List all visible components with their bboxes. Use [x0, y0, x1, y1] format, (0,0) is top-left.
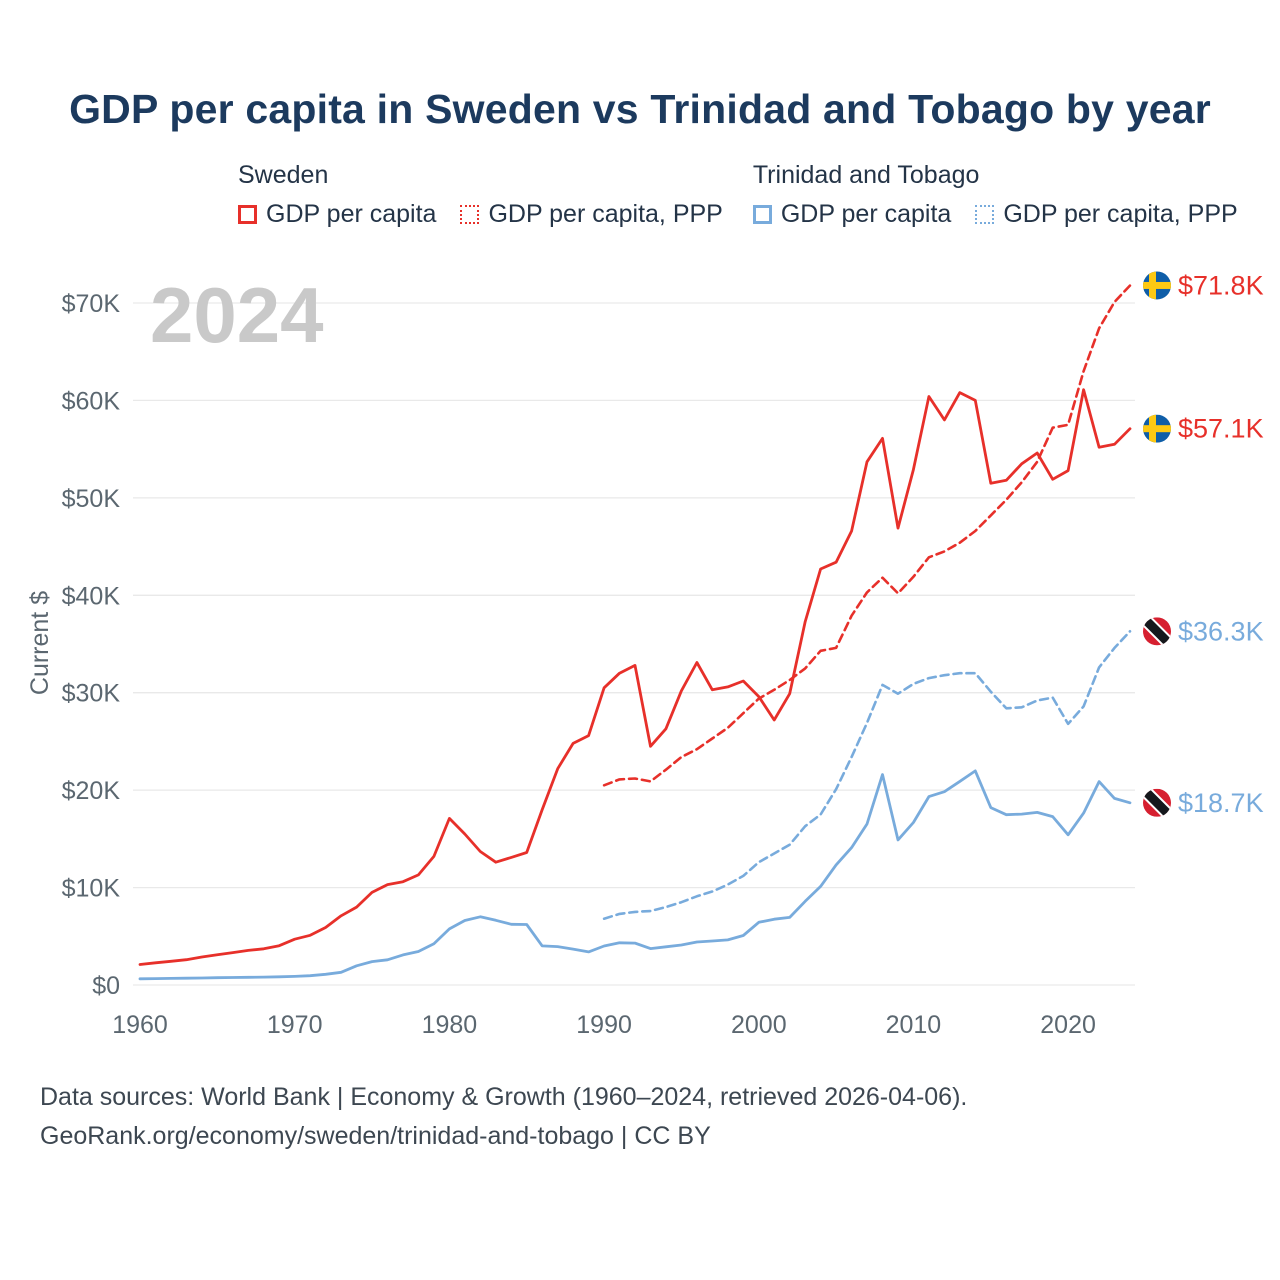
y-axis-label: Current $	[26, 591, 54, 695]
sweden-gdp-line	[138, 388, 1132, 966]
data-sources-text: Data sources: World Bank | Economy & Gro…	[40, 1083, 968, 1111]
x-tick-label: 2000	[731, 1011, 787, 1039]
x-tick-label: 1960	[112, 1011, 168, 1039]
sweden-gdp-solid-swatch-icon	[238, 205, 257, 224]
legend-label: GDP per capita	[780, 200, 952, 228]
sweden-gdp-end-label: $57.1K	[1178, 414, 1264, 444]
footer: Data sources: World Bank | Economy & Gro…	[0, 1078, 1280, 1156]
trinidad-tobago-gdp-ppp-end-label: $36.3K	[1178, 616, 1264, 646]
y-tick-label: $40K	[62, 582, 121, 610]
legend-label: GDP per capita	[266, 200, 437, 228]
x-tick-label: 2010	[886, 1011, 942, 1039]
y-tick-label: $20K	[62, 777, 121, 805]
y-tick-label: $50K	[62, 485, 121, 513]
gdp-line-chart: $0 $10K $20K $30K $40K $50K $60K $70K 2024 1960 19…	[26, 270, 1264, 1039]
legend-group-title-sweden: Sweden	[238, 161, 329, 189]
sweden-gdp-ppp-end-label: $71.8K	[1178, 270, 1264, 300]
legend-item-trinidad-tobago-gdp: GDP per capita	[752, 200, 952, 229]
legend-item-sweden-gdp-ppp: GDP per capita, PPP	[460, 200, 723, 229]
trinidad-and-tobago-flag-icon	[1143, 788, 1171, 817]
x-tick-label: 2020	[1040, 1011, 1096, 1039]
trinidad-tobago-gdp-line	[138, 769, 1132, 981]
legend-group-trinidad-tobago: Trinidad and Tobago GDP per capita GDP p…	[752, 161, 1238, 229]
x-tick-label: 1970	[267, 1011, 323, 1039]
legend-label: GDP per capita, PPP	[1003, 200, 1238, 228]
x-tick-label: 1990	[576, 1011, 632, 1039]
trinidad-tobago-gdp-solid-swatch-icon	[752, 205, 772, 224]
sweden-flag-icon	[1143, 271, 1171, 300]
y-tick-label: $0	[92, 972, 120, 1000]
trinidad-tobago-gdp-ppp-line	[602, 629, 1132, 921]
legend-group-sweden: Sweden GDP per capita GDP per capita, PP…	[238, 161, 723, 229]
y-tick-label: $10K	[62, 875, 121, 903]
y-tick-label: $30K	[62, 680, 121, 708]
legend-item-trinidad-tobago-gdp-ppp: GDP per capita, PPP	[975, 200, 1238, 229]
legend: Sweden GDP per capita GDP per capita, PP…	[238, 161, 1280, 229]
page-title: GDP per capita in Sweden vs Trinidad and…	[69, 86, 1211, 132]
y-tick-label: $60K	[62, 387, 121, 415]
legend-label: GDP per capita, PPP	[488, 200, 723, 228]
watermark-year: 2024	[150, 271, 324, 359]
legend-group-title-trinidad-tobago: Trinidad and Tobago	[752, 161, 980, 189]
trinidad-tobago-gdp-ppp-dotted-swatch-icon	[975, 205, 995, 224]
trinidad-and-tobago-flag-icon	[1143, 617, 1171, 646]
sweden-gdp-ppp-dotted-swatch-icon	[460, 205, 480, 224]
attribution-text: GeoRank.org/economy/sweden/trinidad-and-…	[40, 1121, 711, 1150]
x-tick-label: 1980	[422, 1011, 478, 1039]
y-tick-label: $70K	[62, 290, 121, 318]
sweden-flag-icon	[1143, 414, 1171, 443]
trinidad-tobago-gdp-end-label: $18.7K	[1178, 788, 1264, 818]
sweden-gdp-ppp-line	[602, 284, 1132, 787]
legend-item-sweden-gdp: GDP per capita	[238, 200, 436, 229]
